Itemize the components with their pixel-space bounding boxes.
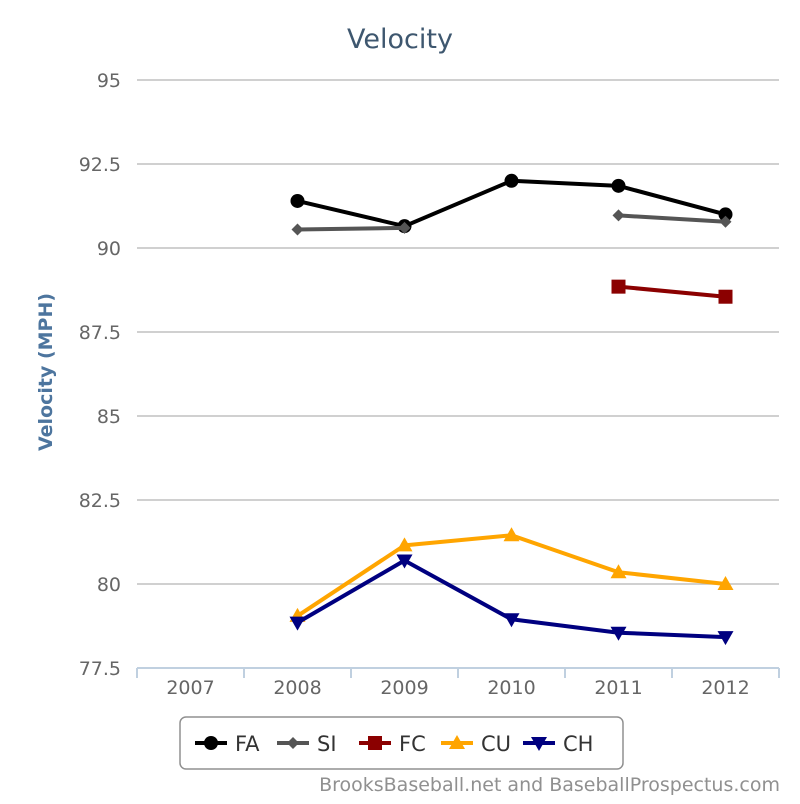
data-point-cu[interactable] (503, 527, 520, 542)
y-tick-label: 92.5 (79, 154, 121, 176)
legend-label: SI (317, 732, 337, 756)
legend-label: FA (235, 732, 260, 756)
legend-marker-cu (449, 735, 465, 749)
series-cu[interactable] (289, 527, 734, 622)
legend: FA SI FC CU CH (179, 716, 624, 770)
data-point-fa[interactable] (290, 193, 305, 208)
legend-item-fa[interactable]: FA (195, 732, 260, 756)
data-point-cu[interactable] (396, 537, 413, 552)
data-point-si[interactable] (398, 221, 411, 234)
chart-title: Velocity (347, 24, 453, 55)
data-point-fa[interactable] (504, 173, 519, 188)
legend-item-cu[interactable]: CU (441, 732, 511, 756)
y-tick-label: 95 (97, 70, 121, 92)
series-line-fc[interactable] (618, 284, 726, 299)
legend-item-fc[interactable]: FC (359, 732, 426, 756)
data-point-si[interactable] (719, 215, 732, 228)
legend-label: FC (399, 732, 426, 756)
x-tick-label: 2011 (594, 677, 642, 699)
x-tick-label: 2007 (166, 677, 214, 699)
y-axis-ticks: 77.5 80 82.5 85 87.5 90 92.5 95 (79, 70, 121, 680)
data-point-fa[interactable] (611, 178, 626, 193)
legend-marker-si (287, 737, 299, 749)
legend-box (179, 716, 624, 770)
data-point-ch[interactable] (610, 626, 627, 641)
legend-marker-ch (531, 737, 547, 751)
data-point-si[interactable] (291, 223, 304, 236)
x-axis (136, 667, 780, 678)
x-tick-label: 2010 (487, 677, 535, 699)
legend-marker-fc (368, 736, 382, 750)
x-tick-label: 2012 (701, 677, 749, 699)
y-axis-title: Velocity (MPH) (35, 293, 57, 451)
y-tick-label: 90 (97, 238, 121, 260)
grid-lines (137, 79, 779, 585)
data-point-fc[interactable] (718, 289, 733, 304)
y-tick-label: 82.5 (79, 490, 121, 512)
data-point-fc[interactable] (611, 279, 626, 294)
x-axis-ticks: 2007 2008 2009 2010 2011 2012 (166, 677, 749, 699)
x-tick-label: 2008 (273, 677, 321, 699)
data-point-ch[interactable] (289, 616, 306, 631)
series-fc[interactable] (611, 279, 733, 304)
x-tick-label: 2009 (380, 677, 428, 699)
data-point-cu[interactable] (610, 564, 627, 579)
legend-item-si[interactable]: SI (277, 732, 337, 756)
data-point-si[interactable] (612, 209, 625, 222)
legend-marker-fa (204, 736, 218, 750)
credits-text[interactable]: BrooksBaseball.net and BaseballProspectu… (319, 774, 780, 796)
data-point-ch[interactable] (717, 631, 734, 646)
series-fa[interactable] (290, 173, 733, 234)
series-si[interactable] (291, 209, 732, 236)
data-point-fa[interactable] (718, 207, 733, 222)
y-tick-label: 77.5 (79, 658, 121, 680)
series-group (289, 173, 734, 646)
y-tick-label: 80 (97, 574, 121, 596)
data-point-cu[interactable] (717, 576, 734, 590)
series-line-cu[interactable] (296, 533, 726, 618)
data-point-ch[interactable] (396, 554, 413, 569)
data-point-ch[interactable] (503, 613, 520, 628)
legend-label: CU (481, 732, 511, 756)
y-tick-label: 85 (97, 406, 121, 428)
y-tick-label: 87.5 (79, 322, 121, 344)
legend-label: CH (563, 732, 593, 756)
series-line-si[interactable] (618, 213, 726, 224)
series-line-si[interactable] (297, 225, 405, 232)
legend-item-ch[interactable]: CH (523, 732, 593, 756)
series-ch[interactable] (289, 554, 734, 646)
